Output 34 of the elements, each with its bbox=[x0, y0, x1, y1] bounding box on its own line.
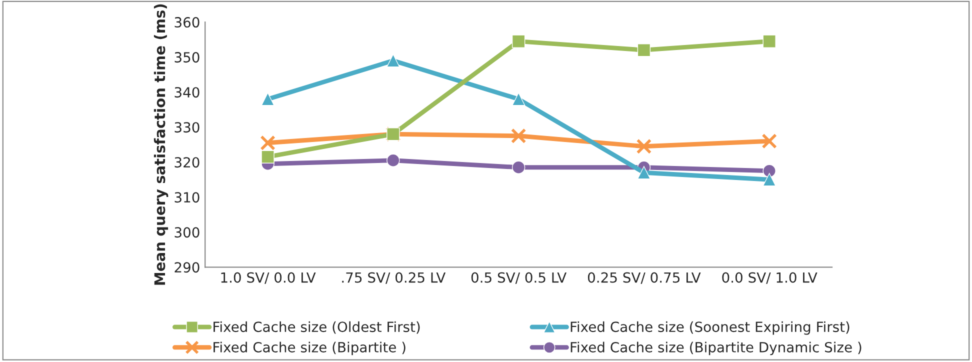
point bbox=[510, 128, 526, 144]
y-tick-label: 290 bbox=[174, 262, 200, 273]
y-tick-label: 350 bbox=[174, 52, 200, 63]
y-tick-label: 300 bbox=[174, 227, 200, 238]
legend-label: Fixed Cache size (Bipartite ) bbox=[214, 342, 406, 356]
point bbox=[762, 133, 777, 149]
y-tick-label: 310 bbox=[174, 192, 200, 203]
point bbox=[512, 34, 526, 48]
legend-label: Fixed Cache size (Oldest First) bbox=[214, 321, 420, 334]
point bbox=[637, 166, 651, 180]
point bbox=[261, 92, 274, 106]
point bbox=[762, 164, 776, 178]
y-tick-label: 330 bbox=[174, 122, 200, 133]
point bbox=[261, 150, 274, 164]
point bbox=[762, 173, 776, 186]
x-tick-label: 0.25 SV/ 0.75 LV bbox=[588, 272, 701, 284]
point bbox=[512, 160, 526, 174]
legend-label: Fixed Cache size (Soonest Expiring First) bbox=[570, 321, 850, 335]
point bbox=[636, 138, 652, 154]
y-axis-title: Mean query satisfaction time (ms) bbox=[154, 4, 168, 285]
point bbox=[637, 43, 651, 57]
point bbox=[260, 135, 276, 151]
legend-label: Fixed Cache size (Bipartite Dynamic Size ) bbox=[570, 342, 862, 356]
y-tick-label: 340 bbox=[174, 87, 200, 98]
x-tick-label: 0.0 SV/ 1.0 LV bbox=[722, 272, 818, 284]
x-tick-label: .75 SV/ 0.25 LV bbox=[342, 272, 446, 284]
y-tick-label: 360 bbox=[174, 17, 200, 28]
y-tick-label: 320 bbox=[174, 157, 200, 168]
point bbox=[512, 92, 526, 106]
x-tick-label: 0.5 SV/ 0.5 LV bbox=[471, 272, 567, 284]
point bbox=[762, 34, 776, 48]
point bbox=[386, 54, 400, 68]
x-tick-label: 1.0 SV/ 0.0 LV bbox=[221, 272, 316, 284]
point bbox=[386, 154, 400, 167]
